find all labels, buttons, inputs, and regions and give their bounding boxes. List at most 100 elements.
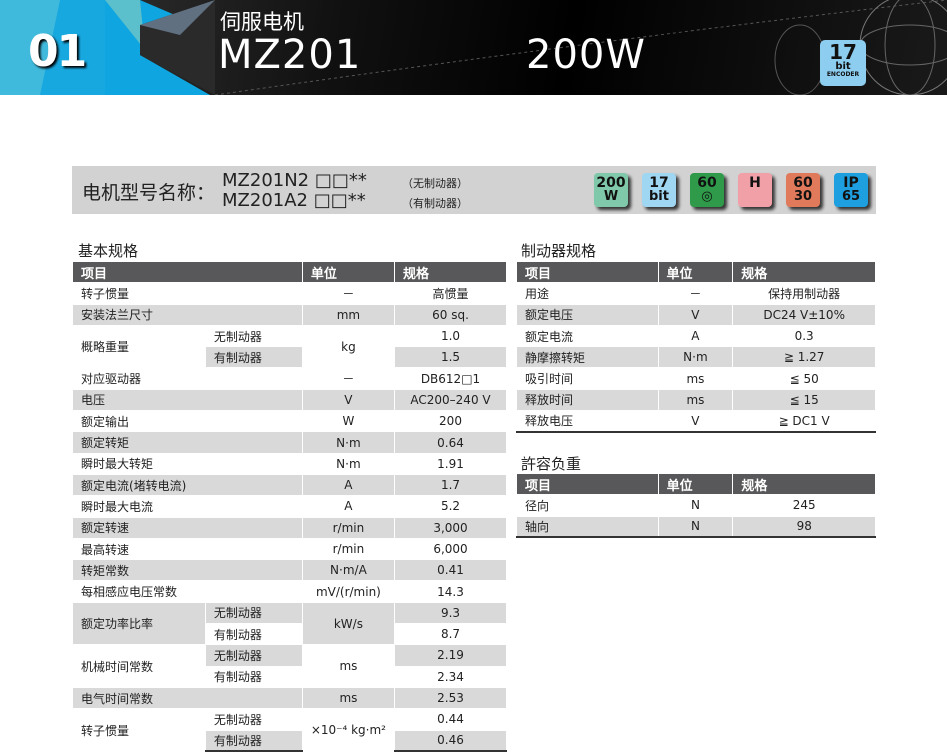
brake-spec-title: 制动器规格 (521, 242, 597, 260)
table-row: 用途－保持用制动器 (516, 282, 876, 305)
row-sub-item: 有制动器 (204, 665, 303, 688)
60-square-flange-icon: 60 ◎ (690, 173, 724, 207)
row-sub-item: 无制动器 (204, 601, 303, 625)
encoder-bit-label: bit (835, 61, 851, 72)
row-unit: A (301, 495, 396, 518)
row-unit: V (657, 303, 734, 326)
row-value: 1.5 (394, 346, 507, 369)
column-header-0: 项目 (516, 472, 659, 496)
row-item: 释放时间 (516, 388, 659, 412)
badge-text-secondary: bit (649, 189, 669, 204)
row-value: ≦ 50 (732, 367, 876, 390)
row-item: 电气时间常数 (72, 686, 303, 710)
row-value: 0.41 (394, 559, 507, 582)
badge-text-primary: H (749, 175, 761, 191)
row-item: 额定电流(堵转电流) (72, 473, 303, 497)
table-row: 额定输出 W 200 (72, 410, 507, 433)
row-value: 1.91 (394, 452, 507, 475)
table-row: 转矩常数 N·m/A 0.41 (72, 559, 507, 582)
row-value: 2.34 (394, 665, 507, 688)
row-value: 0.64 (394, 431, 507, 454)
row-value: 0.44 (394, 708, 507, 731)
row-unit: － (657, 282, 734, 305)
header-banner: 01 伺服电机 MZ201 200W 17 bit ENCODER (0, 0, 947, 95)
power-rating: 200W (526, 32, 646, 78)
row-item: 概略重量 (72, 324, 206, 369)
table-row: 安装法兰尺寸 mm 60 sq. (72, 303, 507, 326)
row-unit: mV/(r/min) (301, 580, 396, 603)
row-unit: r/min (301, 516, 396, 539)
row-unit: ms (301, 644, 396, 688)
row-unit: V (301, 388, 396, 412)
column-header-1: 单位 (657, 260, 734, 284)
row-value: DB612□1 (394, 367, 507, 390)
row-item: 机械时间常数 (72, 644, 206, 688)
row-unit: A (657, 324, 734, 348)
row-value: 0.3 (732, 324, 876, 348)
row-value: 60 sq. (394, 303, 507, 326)
row-unit: A (301, 473, 396, 497)
row-sub-item: 有制动器 (204, 729, 303, 752)
table-row: 对应驱动器－ DB612□1 (72, 367, 507, 390)
table-row: 额定转速 r/min 3,000 (72, 516, 507, 539)
row-unit: － (301, 282, 396, 305)
row-value: 高惯量 (394, 282, 507, 305)
banner-graphic (0, 0, 947, 95)
model-code-with-brake: MZ201A2 □□** (222, 190, 366, 211)
table-header-row: 项目 单位 规格 (72, 260, 507, 284)
load-spec-table: 项目 单位 规格 径向 N 245 轴向 N 98 (516, 472, 876, 539)
brake-spec-table: 项目 单位 规格 用途－保持用制动器 额定电压 V DC24 V±10% 额定电流 A 0.3 静摩… (516, 260, 876, 433)
table-row: 电压 V AC200–240 V (72, 388, 507, 412)
table-row: 有制动器 8.7 (73, 623, 507, 646)
table-row: 静摩擦转矩 N·m ≧ 1.27 (516, 346, 876, 369)
row-item: 轴向 (516, 515, 659, 539)
column-header-1: 单位 (657, 472, 734, 496)
row-sub-item: 有制动器 (204, 346, 303, 369)
row-value: 保持用制动器 (732, 282, 876, 305)
model-note-no-brake: （无制动器） (402, 177, 468, 190)
row-item: 转子惯量 (72, 282, 303, 305)
basic-spec-table: 项目 单位 规格 转子惯量－高惯量 安装法兰尺寸 mm 60 sq. 概略重量 无制动器 kg 1.… (72, 260, 507, 752)
high-inertia-icon: H (738, 173, 772, 207)
encoder-bits: 17 (829, 40, 857, 64)
row-value: ≦ 15 (732, 388, 876, 412)
table-row: 释放电压 V ≧ DC1 V (516, 410, 876, 433)
row-value: 1.0 (394, 324, 507, 348)
row-sub-item: 无制动器 (204, 644, 303, 667)
table-row: 径向 N 245 (516, 494, 876, 517)
table-row: 吸引时间 ms ≦ 50 (516, 367, 876, 390)
table-row: 额定电流(堵转电流) A 1.7 (72, 473, 507, 497)
row-value: ≧ 1.27 (732, 346, 876, 369)
badge-text-primary: 60 (697, 175, 717, 191)
row-value: 98 (732, 515, 876, 539)
row-value: 2.19 (394, 644, 507, 667)
row-value: 2.53 (394, 686, 507, 710)
basic-spec-title: 基本规格 (78, 242, 139, 260)
row-item: 用途 (516, 282, 659, 305)
200w-power-icon: 200 W (594, 173, 628, 207)
row-unit: kg (301, 324, 396, 369)
row-value: 6,000 (394, 537, 507, 561)
model-note-with-brake: （有制动器） (402, 197, 468, 210)
row-item: 瞬时最大转矩 (72, 452, 303, 475)
row-value: 5.2 (394, 495, 507, 518)
encoder-17bit-icon: 17 bit ENCODER (820, 40, 866, 86)
row-unit: N·m/A (301, 559, 396, 582)
row-sub-item: 无制动器 (204, 708, 303, 731)
table-row: 每相感应电压常数 mV/(r/min) 14.3 (72, 580, 507, 603)
column-header-2: 规格 (732, 260, 876, 284)
row-item: 径向 (516, 494, 659, 517)
row-value: 200 (394, 410, 507, 433)
row-unit: kW/s (301, 601, 396, 646)
row-value: DC24 V±10% (732, 303, 876, 326)
table-row: 概略重量 无制动器 kg 1.0 (72, 324, 507, 369)
row-item: 安装法兰尺寸 (72, 303, 303, 326)
model-title: MZ201 (218, 32, 362, 78)
row-unit: ×10⁻⁴ kg·m² (301, 708, 396, 752)
row-item: 额定功率比率 (72, 601, 206, 646)
row-value: 0.46 (394, 729, 507, 752)
badge-text-primary: IP (843, 175, 859, 191)
table-row: 有制动器 1.5 (73, 346, 507, 369)
badge-text-primary: 17 (649, 175, 669, 191)
row-unit: N (657, 515, 734, 539)
